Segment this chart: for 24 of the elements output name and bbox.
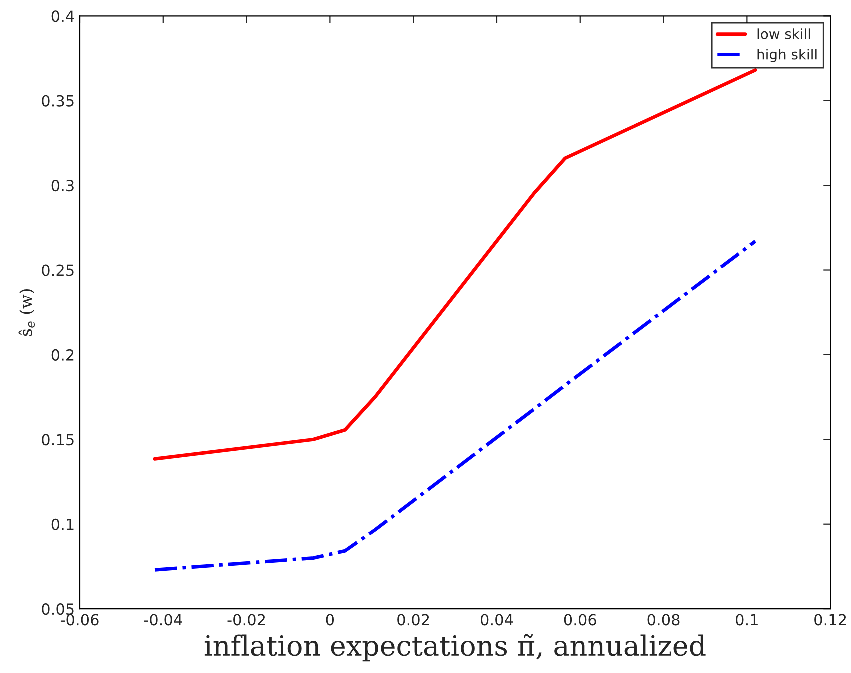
y-tick-label: 0.05	[42, 604, 74, 616]
y-tick-label: 0.4	[52, 10, 74, 22]
y-tick-label: 0.25	[42, 264, 74, 276]
x-tick-label: 0.08	[648, 614, 680, 626]
legend-label: high skill	[758, 49, 817, 62]
x-tick-label: 0.1	[736, 614, 758, 626]
x-tick-label: 0.06	[564, 614, 596, 626]
line-series	[153, 240, 758, 572]
y-tick-label: 0.2	[52, 349, 74, 361]
y-tick-label: 0.15	[42, 434, 74, 446]
y-axis-title: ŝ$_{e}$ (w)	[18, 290, 35, 336]
x-tick-label: -0.02	[228, 614, 266, 626]
x-tick-label: 0.12	[814, 614, 846, 626]
x-tick-label: -0.04	[144, 614, 182, 626]
x-tick-label: 0.02	[398, 614, 430, 626]
line-series	[153, 68, 758, 461]
x-tick-label: 0	[326, 614, 334, 626]
y-tick-label: 0.35	[42, 95, 74, 107]
x-axis-title: inflation expectations π̃, annualized	[204, 634, 706, 662]
x-tick-label: -0.06	[60, 614, 99, 626]
y-tick-label: 0.1	[52, 518, 74, 530]
y-tick-label: 0.3	[52, 180, 74, 192]
legend-label: low skill	[758, 28, 810, 40]
x-tick-label: 0.04	[480, 614, 514, 626]
